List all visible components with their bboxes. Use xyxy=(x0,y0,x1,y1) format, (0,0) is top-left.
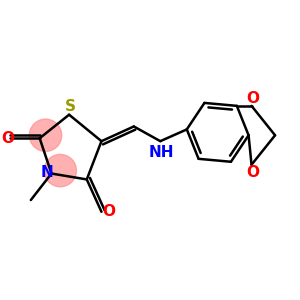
Circle shape xyxy=(29,119,62,152)
Text: O: O xyxy=(247,165,260,180)
Circle shape xyxy=(44,154,76,187)
Text: O: O xyxy=(2,131,14,146)
Text: O: O xyxy=(247,91,260,106)
Text: O: O xyxy=(102,204,115,219)
Text: S: S xyxy=(65,99,76,114)
Text: N: N xyxy=(41,165,53,180)
Text: NH: NH xyxy=(149,146,175,160)
